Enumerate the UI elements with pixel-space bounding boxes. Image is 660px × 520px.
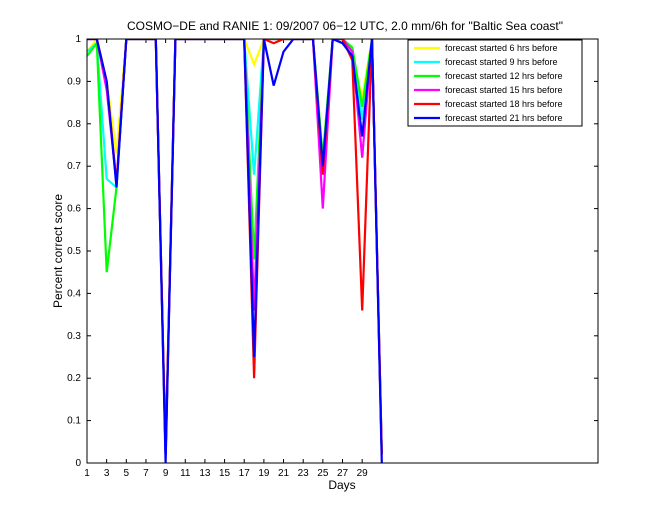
legend-label: forecast started 15 hrs before [445,85,563,95]
legend-label: forecast started 21 hrs before [445,113,563,123]
y-tick-label: 0 [75,458,81,469]
y-tick-label: 0.8 [67,119,81,130]
legend-label: forecast started 9 hrs before [445,57,558,67]
y-tick-label: 0.2 [67,373,81,384]
x-tick-label: 7 [143,468,149,479]
y-tick-label: 0.5 [67,246,81,257]
legend-label: forecast started 6 hrs before [445,43,558,53]
x-tick-label: 19 [258,468,270,479]
x-tick-label: 5 [124,468,130,479]
x-tick-label: 29 [357,468,369,479]
y-tick-label: 1 [75,34,81,45]
x-tick-label: 3 [104,468,110,479]
x-tick-label: 1 [84,468,90,479]
x-tick-label: 15 [219,468,231,479]
legend-label: forecast started 12 hrs before [445,71,563,81]
x-tick-label: 9 [163,468,169,479]
y-axis: 0 0.1 0.2 0.3 0.4 0.5 0.6 0.7 0.8 0.9 1 [67,34,598,469]
chart-title: COSMO−DE and RANIE 1: 09/2007 06−12 UTC,… [127,19,563,33]
x-tick-label: 13 [199,468,211,479]
x-axis-label: Days [328,478,355,492]
y-tick-label: 0.9 [67,76,81,87]
plot-frame [86,38,599,464]
y-axis-label: Percent correct score [51,194,65,308]
x-tick-label: 21 [278,468,290,479]
legend: forecast started 6 hrs before forecast st… [407,39,583,127]
x-tick-label: 11 [180,468,191,479]
legend-label: forecast started 18 hrs before [445,99,563,109]
y-tick-label: 0.3 [67,331,81,342]
legend-box [407,39,583,127]
x-tick-label: 17 [239,468,251,479]
x-tick-label: 23 [298,468,310,479]
x-tick-label: 25 [317,468,329,479]
y-tick-label: 0.4 [67,288,81,299]
y-tick-label: 0.6 [67,204,81,215]
y-tick-label: 0.1 [67,416,81,427]
x-tick-label: 27 [337,468,349,479]
y-tick-label: 0.7 [67,161,81,172]
